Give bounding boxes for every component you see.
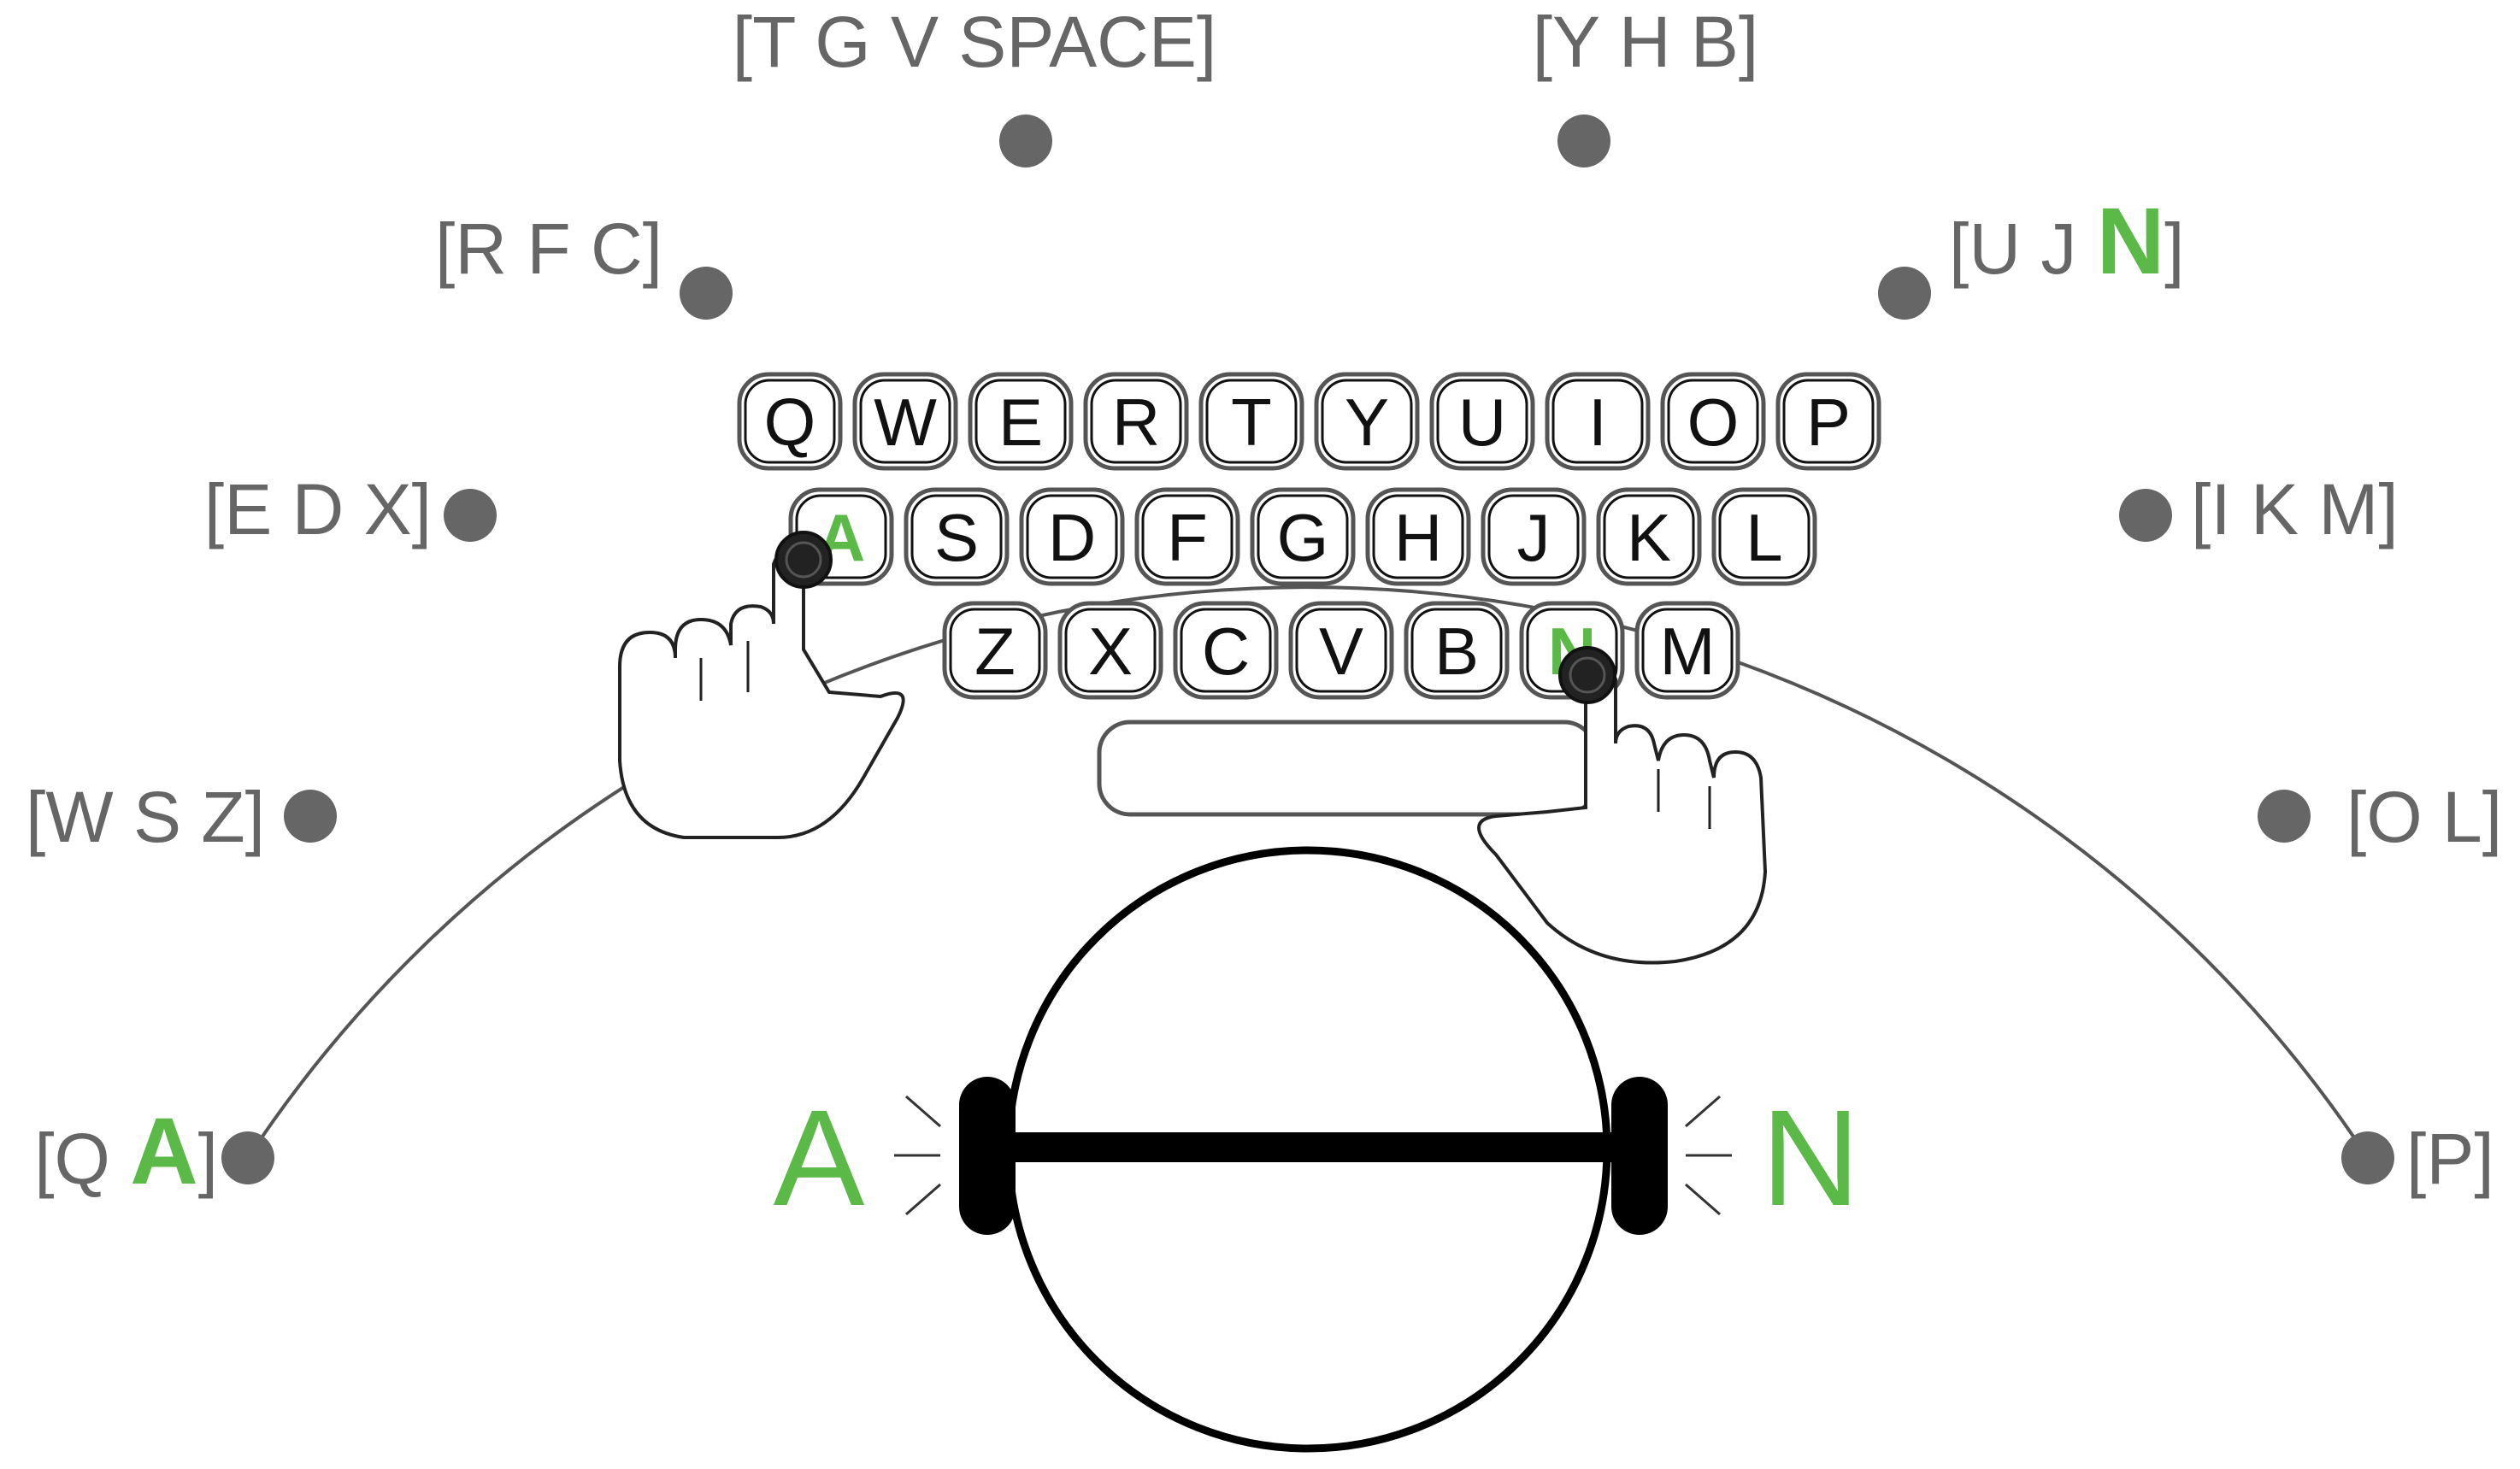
key-c: C (1173, 601, 1279, 700)
arc-dot-e (444, 489, 497, 542)
arc-label-q: [Q A] (34, 1099, 218, 1204)
key-r: R (1083, 372, 1189, 471)
arc-label-o: [O L] (2346, 777, 2502, 857)
key-v: V (1288, 601, 1394, 700)
key-label-u: U (1458, 385, 1506, 460)
key-label-z: Z (974, 614, 1016, 689)
key-label-h: H (1394, 500, 1442, 575)
arc-dot-y (1557, 115, 1610, 167)
key-w: W (852, 372, 958, 471)
key-j: J (1481, 487, 1587, 586)
key-t: T (1198, 372, 1304, 471)
key-label-b: B (1434, 614, 1479, 689)
key-label-l: L (1746, 500, 1782, 575)
key-label-x: X (1088, 614, 1133, 689)
arc-dot-t (999, 115, 1052, 167)
arc-dot-o (2258, 790, 2311, 843)
arc-dot-u (1878, 267, 1931, 320)
key-g: G (1250, 487, 1356, 586)
space-bar (1097, 720, 1598, 817)
arc-label-p: [P] (2406, 1119, 2494, 1199)
key-label-i: I (1588, 385, 1607, 460)
arc-label-u: [U J N] (1949, 189, 2184, 294)
key-label-e: E (998, 385, 1043, 460)
head-with-headphones-icon (959, 846, 1668, 1453)
key-label-j: J (1517, 500, 1551, 575)
key-label-t: T (1231, 385, 1272, 460)
key-e: E (968, 372, 1074, 471)
right-hand-icon (1477, 646, 1768, 965)
key-label-s: S (934, 500, 979, 575)
key-h: H (1365, 487, 1471, 586)
arc-label-i: [I K M] (2191, 469, 2399, 549)
arc-dot-q (221, 1131, 274, 1184)
keyboard: QWERTYUIOPASDFGHJKLZXCVBNM (737, 372, 1881, 700)
left-hand-icon (618, 531, 905, 839)
key-label-f: F (1167, 500, 1208, 575)
left-sound-waves (894, 1095, 941, 1216)
key-s: S (904, 487, 1010, 586)
arc-label-r: [R F C] (435, 209, 662, 289)
arc-dot-i (2119, 489, 2172, 542)
key-label-g: G (1277, 500, 1329, 575)
right-sound-waves (1685, 1095, 1732, 1216)
key-label-d: D (1048, 500, 1096, 575)
key-label-y: Y (1345, 385, 1389, 460)
key-m: M (1634, 601, 1740, 700)
arc-labels: [Q A] [W S Z] [E D X] [R F C] [T G V SPACE] [… (26, 2, 2502, 1204)
key-x: X (1057, 601, 1163, 700)
key-label-v: V (1319, 614, 1363, 689)
key-label-q: Q (764, 385, 816, 460)
key-i: I (1545, 372, 1651, 471)
key-label-p: P (1806, 385, 1851, 460)
key-p: P (1775, 372, 1881, 471)
left-output-letter: A (774, 1081, 865, 1234)
arc-label-t: [T G V SPACE] (733, 2, 1216, 82)
arc-dots (221, 115, 2394, 1184)
key-label-o: O (1687, 385, 1740, 460)
right-output-letter: N (1761, 1081, 1860, 1234)
arc-label-w: [W S Z] (26, 777, 265, 857)
key-o: O (1660, 372, 1766, 471)
key-z: Z (942, 601, 1048, 700)
arc-line (246, 585, 2370, 1160)
arc-label-y: [Y H B] (1533, 2, 1759, 82)
key-f: F (1134, 487, 1240, 586)
key-u: U (1429, 372, 1535, 471)
key-d: D (1019, 487, 1125, 586)
key-b: B (1404, 601, 1510, 700)
key-label-c: C (1202, 614, 1250, 689)
key-label-r: R (1112, 385, 1160, 460)
arc-dot-p (2341, 1131, 2394, 1184)
arc-dot-w (284, 790, 337, 843)
key-label-k: K (1627, 500, 1671, 575)
key-y: Y (1314, 372, 1420, 471)
key-q: Q (737, 372, 843, 471)
key-k: K (1596, 487, 1702, 586)
key-label-w: W (874, 385, 937, 460)
arc-dot-r (680, 267, 733, 320)
key-l: L (1711, 487, 1817, 586)
key-label-m: M (1660, 614, 1716, 689)
arc-label-e: [E D X] (204, 469, 432, 549)
